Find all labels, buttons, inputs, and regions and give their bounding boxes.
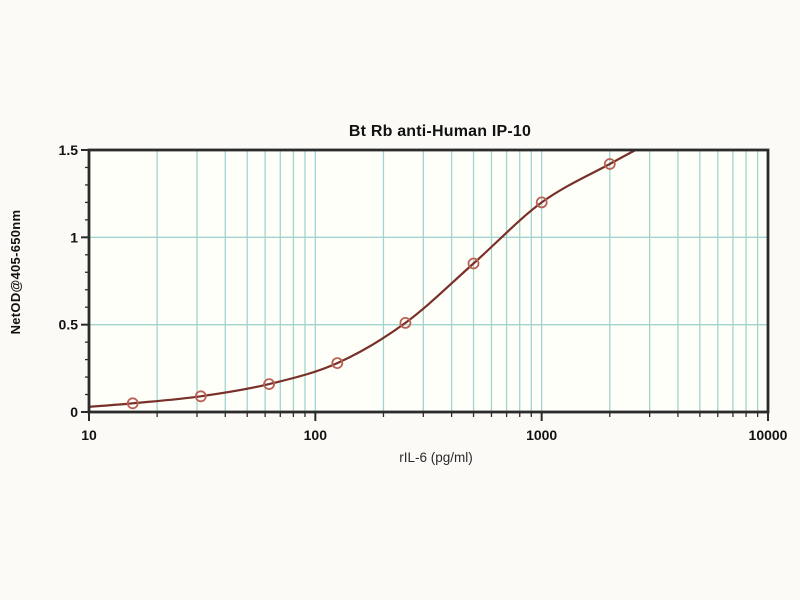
data-point-marker — [263, 378, 276, 391]
x-tick-label: 10000 — [749, 427, 788, 443]
x-axis-label: rIL-6 (pg/ml) — [399, 450, 473, 465]
chart-title: Bt Rb anti-Human IP-10 — [349, 123, 531, 140]
data-point-marker — [399, 316, 412, 329]
plot-frame — [87, 148, 770, 414]
grid-lines — [89, 150, 768, 412]
data-point-marker — [535, 196, 548, 209]
data-point-marker — [194, 390, 207, 403]
chart-generated-layers: 10 100 1000 10000 0 0.5 1 1.5 — [59, 142, 788, 443]
x-tick-label: 100 — [304, 427, 328, 443]
x-tick-label: 10 — [81, 427, 97, 443]
data-point-marker — [331, 357, 344, 370]
y-axis-label: NetOD@405-650nm — [8, 210, 23, 335]
standard-curve-line — [89, 150, 637, 408]
data-point-marker — [467, 257, 480, 270]
data-point-marker — [603, 158, 616, 170]
y-tick-label: 0.5 — [59, 317, 79, 333]
x-tick-label: 1000 — [526, 427, 557, 443]
data-point-marker — [126, 397, 139, 410]
axis-ticks — [81, 149, 769, 421]
y-tick-label: 0 — [70, 404, 78, 420]
plot-area — [89, 150, 768, 412]
y-tick-label: 1.5 — [59, 142, 79, 158]
y-tick-label: 1 — [70, 229, 78, 245]
